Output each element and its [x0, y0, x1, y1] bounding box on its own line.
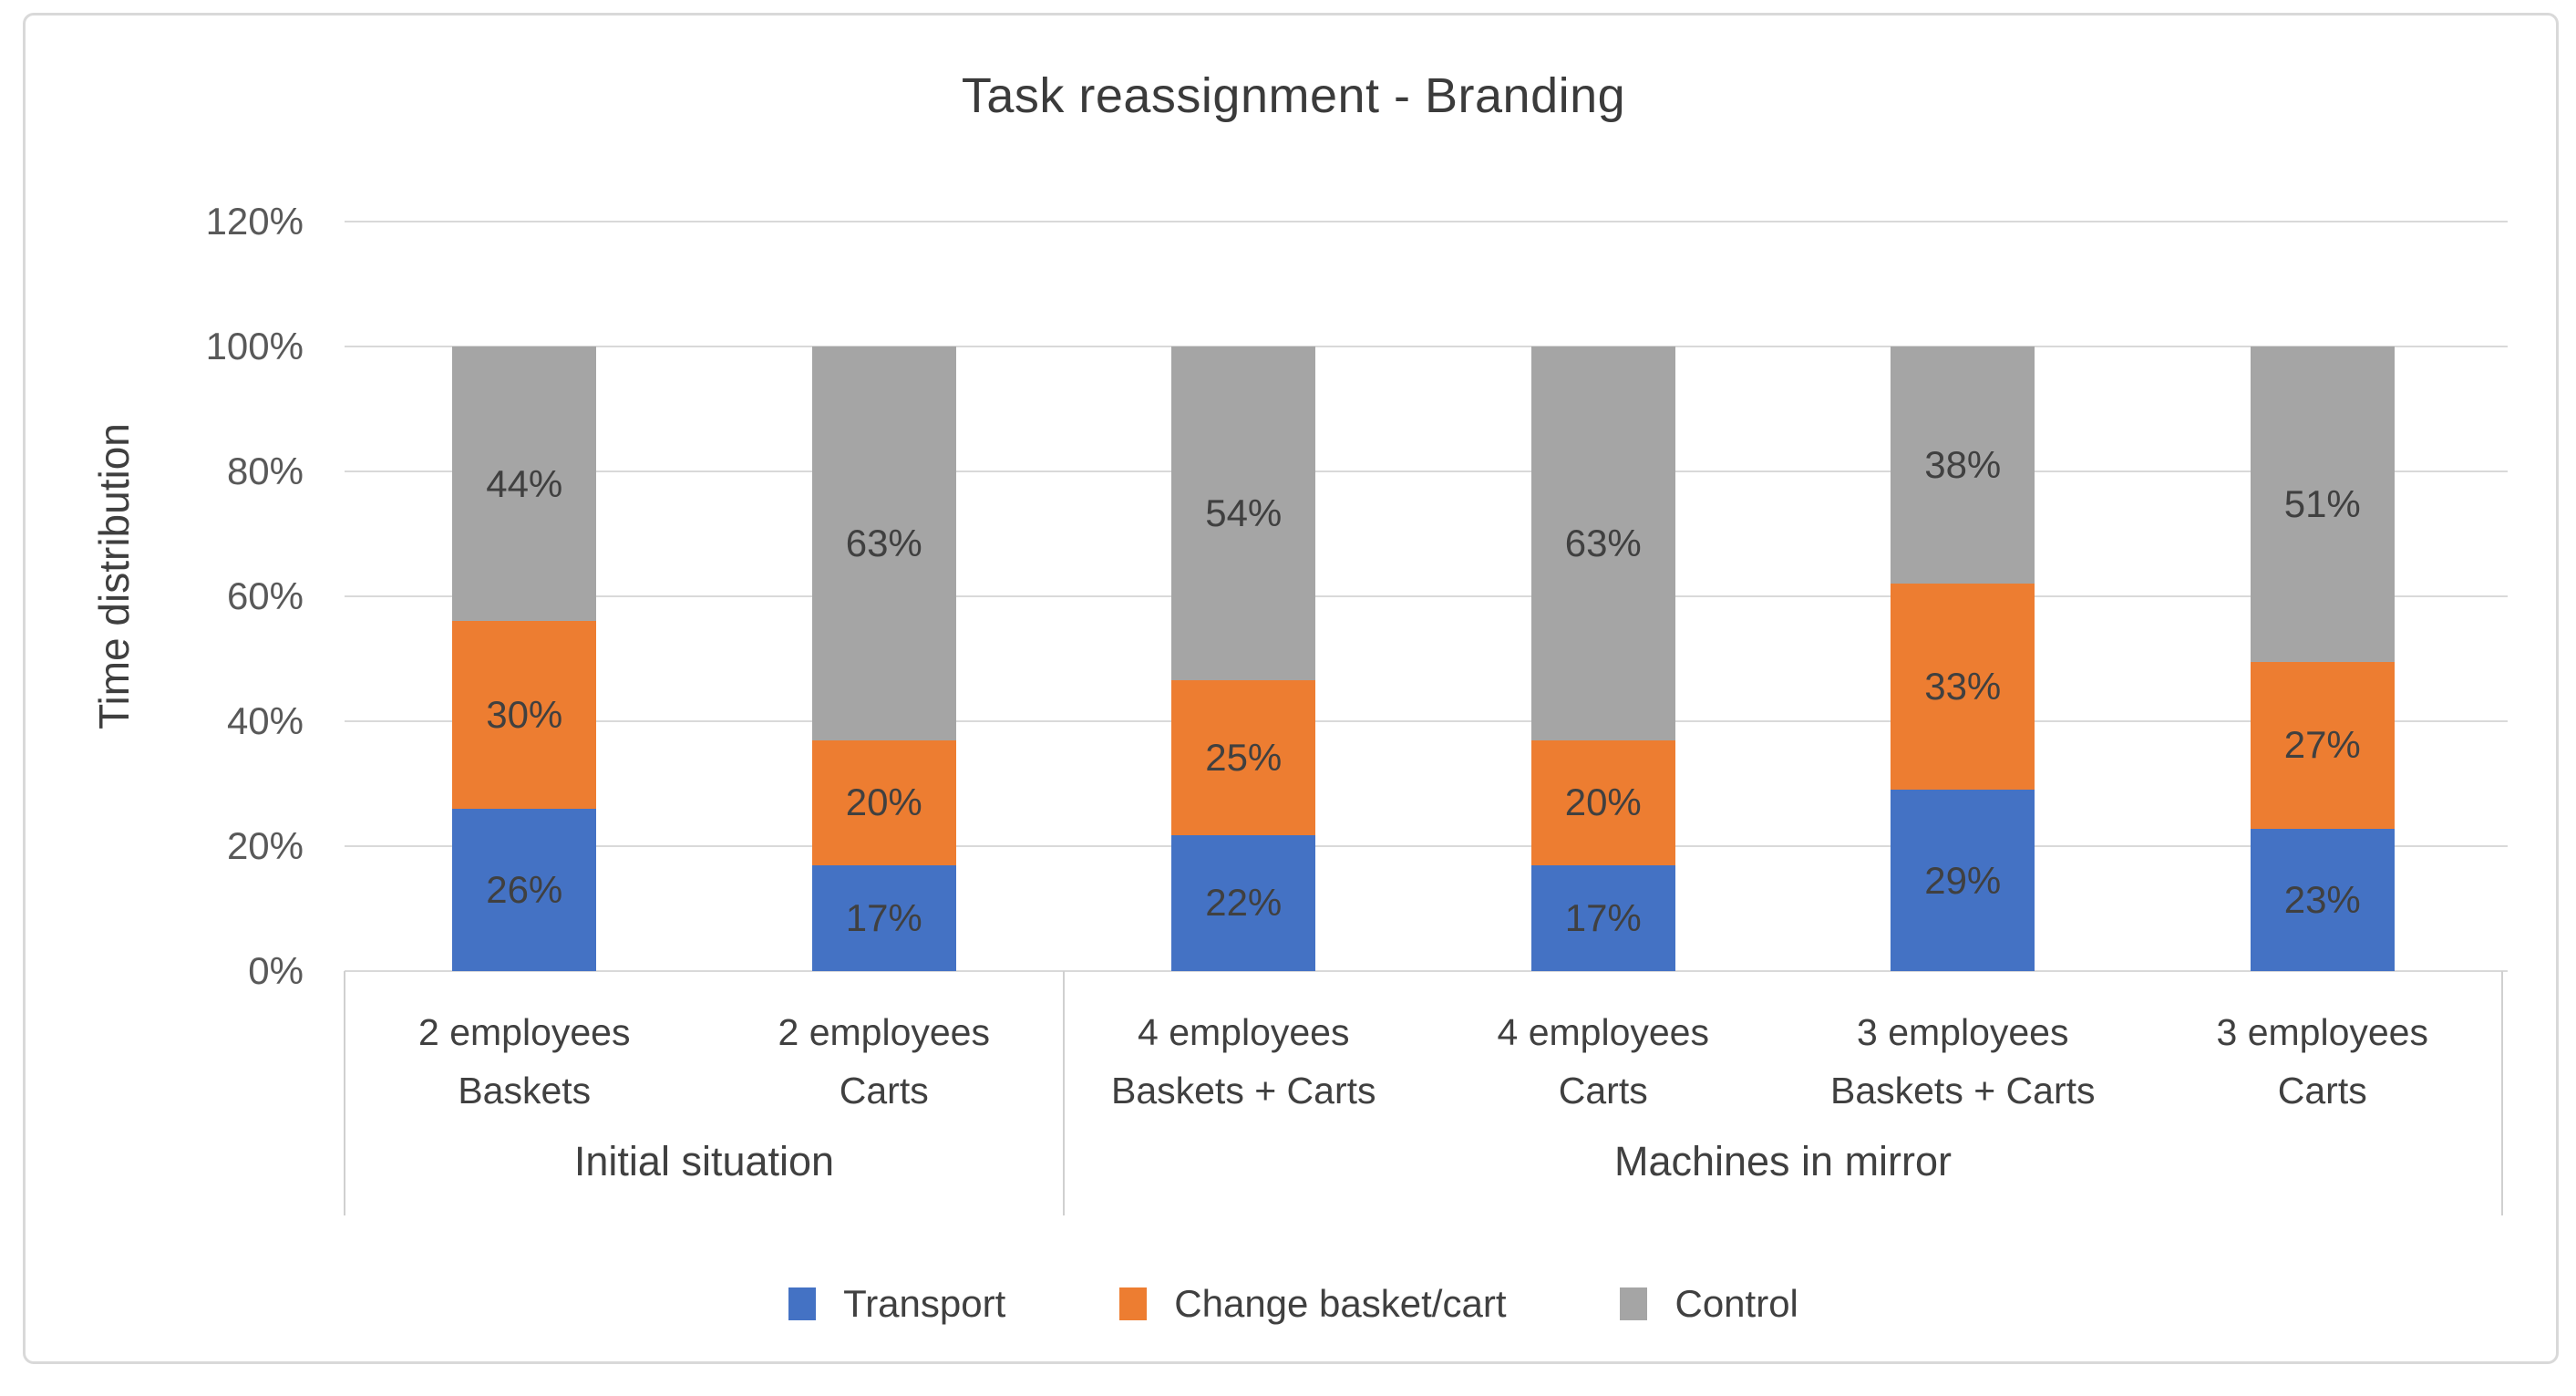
category-label: 4 employees Carts — [1424, 1003, 1784, 1120]
bar-segment-change-basket-cart: 25% — [1171, 680, 1316, 835]
data-label: 33% — [1924, 665, 2002, 708]
category-label-line1: 4 employees — [1497, 1011, 1709, 1053]
stacked-bar: 29% 33% 38% — [1891, 346, 2035, 971]
bar-segment-transport: 22% — [1171, 834, 1316, 971]
bar-segment-control: 38% — [1891, 346, 2035, 584]
category-label-line1: 2 employees — [778, 1011, 990, 1053]
legend-item-change-basket-cart: Change basket/cart — [1119, 1282, 1506, 1326]
data-label: 27% — [2283, 723, 2361, 767]
bar-segment-transport: 17% — [1530, 864, 1675, 971]
category-label-line2: Baskets — [458, 1070, 592, 1112]
data-label: 38% — [1924, 443, 2002, 487]
category-label: 2 employees Carts — [705, 1003, 1065, 1120]
bar-segment-transport: 17% — [811, 864, 956, 971]
bar-segment-transport: 26% — [452, 808, 597, 971]
gridline — [345, 970, 2508, 972]
data-label: 17% — [845, 895, 922, 939]
category-label: 3 employees Carts — [2143, 1003, 2503, 1120]
bar-segment-change-basket-cart: 20% — [811, 739, 956, 865]
gridline — [345, 595, 2508, 597]
bar-segment-change-basket-cart: 20% — [1530, 739, 1675, 865]
bar-segment-control: 44% — [452, 346, 597, 622]
data-label: 20% — [1564, 781, 1642, 824]
data-label: 63% — [1564, 521, 1642, 564]
group-label: Initial situation — [573, 1138, 835, 1184]
gridline — [345, 346, 2508, 347]
data-label: 44% — [486, 461, 563, 505]
bar-segment-control: 63% — [1530, 346, 1675, 740]
stacked-bar: 17% 20% 63% — [1530, 346, 1675, 971]
y-tick-label: 0% — [248, 949, 304, 992]
data-label: 51% — [2283, 481, 2361, 525]
bar-segment-change-basket-cart: 33% — [1891, 584, 2035, 791]
category-axis-separator — [1063, 971, 1065, 1215]
data-label: 23% — [2283, 878, 2361, 921]
category-label-line1: 3 employees — [1857, 1011, 2069, 1053]
legend-swatch-icon — [788, 1287, 817, 1320]
bar-segment-change-basket-cart: 30% — [452, 621, 597, 809]
category-label-line1: 2 employees — [418, 1011, 631, 1053]
category-label-line2: Carts — [1558, 1070, 1648, 1112]
category-label-line1: 4 employees — [1138, 1011, 1350, 1053]
category-label: 2 employees Baskets — [345, 1003, 705, 1120]
legend-label: Transport — [843, 1282, 1006, 1325]
y-tick-label: 80% — [226, 450, 304, 492]
gridline — [345, 221, 2508, 222]
category-label-line1: 3 employees — [2216, 1011, 2428, 1053]
stacked-bar: 23% 27% 51% — [2250, 346, 2395, 971]
category-label-line2: Baskets + Carts — [1829, 1070, 2096, 1112]
data-label: 20% — [845, 781, 922, 824]
data-label: 26% — [486, 867, 563, 911]
gridline — [345, 845, 2508, 847]
legend: Transport Change basket/cart Control — [26, 1272, 2561, 1336]
y-tick-label: 40% — [226, 699, 304, 742]
category-axis-separator — [2501, 971, 2503, 1215]
data-label: 54% — [1205, 491, 1283, 535]
gridline — [345, 471, 2508, 472]
category-label-line2: Baskets + Carts — [1110, 1070, 1376, 1112]
legend-label: Change basket/cart — [1174, 1282, 1507, 1325]
bar-segment-transport: 29% — [1891, 790, 2035, 971]
category-label-line2: Carts — [839, 1070, 929, 1112]
data-label: 22% — [1205, 881, 1283, 925]
data-label: 29% — [1924, 858, 2002, 902]
chart-frame: Task reassignment - Branding Time distri… — [23, 13, 2559, 1364]
legend-swatch-icon — [1119, 1287, 1148, 1320]
data-label: 17% — [1564, 895, 1642, 939]
category-label: 3 employees Baskets + Carts — [1783, 1003, 2143, 1120]
data-label: 63% — [845, 521, 922, 564]
stacked-bar: 26% 30% 44% — [452, 346, 597, 971]
bar-segment-control: 63% — [811, 346, 956, 740]
category-label-line2: Carts — [2277, 1070, 2367, 1112]
bar-segment-control: 54% — [1171, 346, 1316, 681]
bar-segment-transport: 23% — [2250, 829, 2395, 971]
legend-label: Control — [1674, 1282, 1798, 1325]
legend-swatch-icon — [1620, 1287, 1648, 1320]
category-label: 4 employees Baskets + Carts — [1064, 1003, 1424, 1120]
stacked-bar: 17% 20% 63% — [811, 346, 956, 971]
y-tick-label: 120% — [205, 200, 304, 243]
data-label: 25% — [1205, 736, 1283, 780]
chart-title: Task reassignment - Branding — [961, 68, 1626, 123]
legend-item-control: Control — [1620, 1282, 1798, 1326]
bar-segment-change-basket-cart: 27% — [2250, 661, 2395, 830]
gridline — [345, 720, 2508, 722]
y-tick-label: 20% — [226, 824, 304, 867]
y-tick-label: 60% — [226, 574, 304, 617]
stacked-bar: 22% 25% 54% — [1171, 346, 1316, 971]
bar-segment-control: 51% — [2250, 346, 2395, 662]
data-label: 30% — [486, 693, 563, 737]
category-axis-separator — [344, 971, 345, 1215]
group-label: Machines in mirror — [1613, 1138, 1953, 1184]
y-tick-label: 100% — [205, 325, 304, 367]
legend-item-transport: Transport — [788, 1282, 1005, 1326]
